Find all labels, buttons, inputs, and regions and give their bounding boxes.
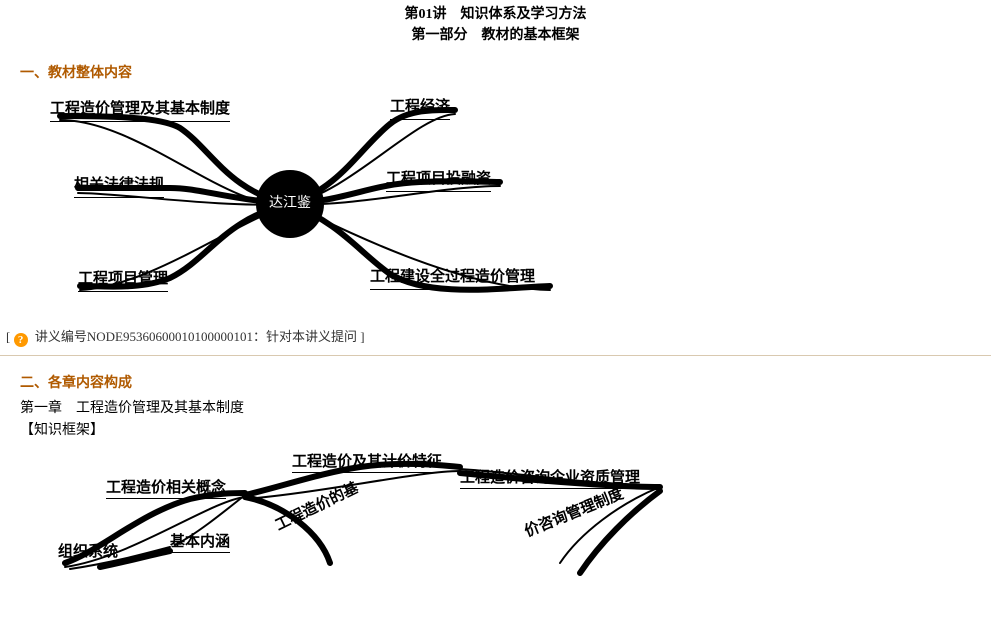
mindmap-1-center: 达江鉴 bbox=[256, 170, 324, 238]
note-bracket-close: ] bbox=[360, 329, 364, 344]
header-line-1: 第01讲 知识体系及学习方法 bbox=[0, 4, 991, 25]
page-header: 第01讲 知识体系及学习方法 第一部分 教材的基本框架 bbox=[0, 0, 991, 56]
section2-frame: 【知识框架】 bbox=[20, 420, 991, 442]
mindmap-1-center-text: 达江鉴 bbox=[269, 197, 311, 212]
mindmap1-branch-0: 工程造价管理及其基本制度 bbox=[50, 100, 230, 122]
mindmap1-branch-4: 工程项目投融资 bbox=[386, 170, 491, 192]
separator bbox=[0, 355, 991, 356]
section2-title: 二、各章内容构成 bbox=[20, 372, 991, 392]
header-line-2: 第一部分 教材的基本框架 bbox=[0, 25, 991, 46]
note-bracket-open: [ bbox=[6, 329, 10, 344]
mindmap1-branch-3: 工程经济 bbox=[390, 98, 450, 120]
mindmap1-branch-2: 工程项目管理 bbox=[78, 270, 168, 292]
lecture-note: [ ? 讲义编号NODE95360600010100000101：针对本讲义提问… bbox=[6, 326, 991, 347]
mindmap-1: 达江鉴 工程造价管理及其基本制度相关法律法规工程项目管理 工程经济工程项目投融资工… bbox=[20, 88, 580, 318]
note-text[interactable]: 讲义编号NODE95360600010100000101：针对本讲义提问 bbox=[35, 329, 357, 344]
mindmap2-label-4: 组织系统 bbox=[58, 543, 118, 562]
mindmap-2: 工程造价相关概念工程造价及其计价特征工程造价咨询企业资质管理基本内涵组织系统工程… bbox=[20, 443, 780, 583]
mindmap1-branch-5: 工程建设全过程造价管理 bbox=[370, 268, 535, 290]
mindmap2-label-1: 工程造价及其计价特征 bbox=[292, 453, 442, 473]
section2-chapter: 第一章 工程造价管理及其基本制度 bbox=[20, 398, 991, 420]
mindmap1-branch-1: 相关法律法规 bbox=[74, 176, 164, 198]
mindmap2-label-0: 工程造价相关概念 bbox=[106, 479, 226, 499]
mindmap2-label-3: 基本内涵 bbox=[170, 533, 230, 553]
question-icon[interactable]: ? bbox=[14, 333, 28, 347]
section1-title: 一、教材整体内容 bbox=[20, 62, 991, 82]
